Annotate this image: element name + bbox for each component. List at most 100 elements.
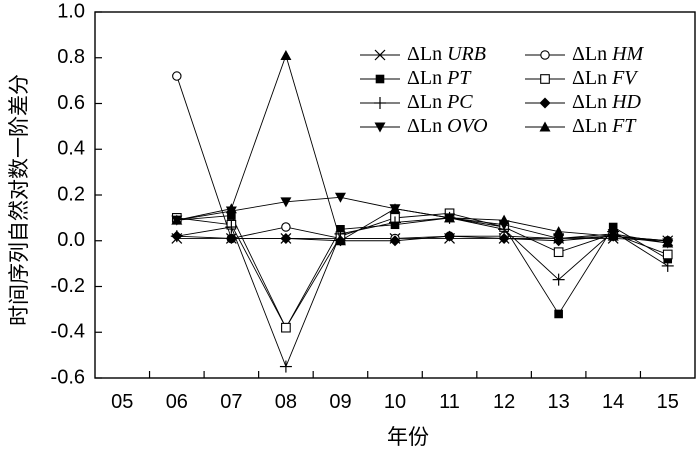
legend-item-pt: ΔLn PT <box>360 67 472 89</box>
series-line-pc <box>176 217 668 368</box>
data-point-fv <box>281 322 291 333</box>
data-point-pc <box>389 216 401 229</box>
legend-label: ΔLn URB <box>407 43 486 65</box>
legend-marker-urb <box>374 49 386 61</box>
legend-item-hd: ΔLn HD <box>525 91 642 113</box>
y-tick-label: 0.8 <box>57 46 85 68</box>
legend-label: ΔLn OVO <box>407 115 488 137</box>
series-pt <box>172 211 673 332</box>
series-layer <box>170 49 674 373</box>
data-point-pc <box>661 259 674 272</box>
x-tick-label: 15 <box>657 391 679 413</box>
data-point-hd <box>171 230 183 242</box>
legend-marker-hd <box>539 97 551 109</box>
data-point-ft <box>334 235 346 246</box>
legend-prefix: ΔLn <box>572 115 607 137</box>
legend-label: ΔLn PC <box>407 91 473 113</box>
y-axis: -0.6 -0.4 -0.2 0.0 0.2 0.4 0.6 0.8 1.0 <box>51 0 102 388</box>
legend-series-name: HD <box>611 91 641 113</box>
legend-series-name: FT <box>611 115 637 137</box>
data-point-pc <box>225 221 238 234</box>
legend-series-name: HM <box>611 43 644 65</box>
x-tick-label: 13 <box>548 391 570 413</box>
legend-label: ΔLn HM <box>572 43 645 65</box>
x-tick-label: 08 <box>275 391 297 413</box>
data-point-ft <box>607 230 619 241</box>
legend-marker-hm <box>540 50 550 60</box>
data-point-ovo <box>280 197 292 208</box>
series-line-hm <box>176 75 668 242</box>
data-point-ovo <box>334 192 346 203</box>
legend-marker-pc <box>374 97 386 109</box>
legend-item-urb: ΔLn URB <box>360 43 486 65</box>
y-tick-label: -0.6 <box>51 366 85 388</box>
series-fv <box>171 208 673 333</box>
legend-marker-ft <box>539 121 551 132</box>
data-point-ovo <box>553 233 565 244</box>
legend-series-name: OVO <box>447 115 488 137</box>
y-tick-label: -0.4 <box>51 321 85 343</box>
x-tick-label: 11 <box>439 391 460 413</box>
legend-item-fv: ΔLn FV <box>525 67 639 89</box>
data-point-hd <box>280 232 292 244</box>
y-tick-label: -0.2 <box>51 275 85 297</box>
legend-marker-ovo <box>374 122 386 133</box>
legend-label: ΔLn PT <box>407 67 472 89</box>
y-axis-label: 时间序列自然对数一阶差分 <box>7 74 31 326</box>
data-point-ft <box>498 214 510 225</box>
legend-prefix: ΔLn <box>407 43 442 65</box>
x-axis: 05 06 07 08 09 10 11 12 13 14 15 <box>111 371 679 413</box>
x-tick-label: 12 <box>493 391 515 413</box>
data-point-pc <box>279 360 292 373</box>
x-tick-label: 09 <box>329 391 351 413</box>
data-point-pt <box>554 309 563 319</box>
data-point-ft <box>444 212 456 223</box>
data-point-ft <box>225 203 237 214</box>
legend-prefix: ΔLn <box>572 91 607 113</box>
series-line-hd <box>176 235 668 242</box>
legend-prefix: ΔLn <box>407 91 442 113</box>
data-point-ft <box>389 203 401 214</box>
y-tick-label: 0.6 <box>57 92 85 114</box>
series-pc <box>170 211 674 373</box>
data-point-ft <box>280 49 292 60</box>
legend-marker-pt <box>375 74 385 84</box>
x-tick-label: 14 <box>602 391 624 413</box>
series-line-pt <box>176 215 668 329</box>
legend-item-hm: ΔLn HM <box>525 43 645 65</box>
series-ovo <box>171 192 674 249</box>
x-axis-label: 年份 <box>387 425 429 449</box>
data-point-ft <box>662 237 674 248</box>
series-line-fv <box>176 212 668 329</box>
legend-label: ΔLn HD <box>572 91 642 113</box>
legend-series-name: URB <box>447 43 486 65</box>
legend-series-name: PC <box>446 91 473 113</box>
x-tick-label: 05 <box>111 391 133 413</box>
data-point-fv <box>662 249 673 260</box>
data-point-ft <box>553 226 565 237</box>
data-point-hd <box>225 232 237 244</box>
legend-label: ΔLn FV <box>572 67 639 89</box>
legend-prefix: ΔLn <box>407 115 442 137</box>
legend-marker-fv <box>540 74 550 84</box>
legend-item-ft: ΔLn FT <box>525 115 637 137</box>
legend-item-pc: ΔLn PC <box>360 91 473 113</box>
x-tick-label: 06 <box>166 391 188 413</box>
legend-prefix: ΔLn <box>407 67 442 89</box>
y-tick-label: 0.2 <box>57 183 85 205</box>
legend-series-name: PT <box>446 67 472 89</box>
x-tick-label: 07 <box>220 391 242 413</box>
data-point-hd <box>498 232 510 244</box>
legend-item-ovo: ΔLn OVO <box>360 115 488 137</box>
series-ft <box>171 49 674 248</box>
legend-label: ΔLn FT <box>572 115 637 137</box>
data-point-fv <box>553 247 564 258</box>
data-point-pc <box>552 273 565 286</box>
x-tick-label: 10 <box>384 391 406 413</box>
legend-prefix: ΔLn <box>572 67 607 89</box>
legend-prefix: ΔLn <box>572 43 607 65</box>
legend-series-name: FV <box>611 67 639 89</box>
data-point-hm <box>281 222 291 232</box>
